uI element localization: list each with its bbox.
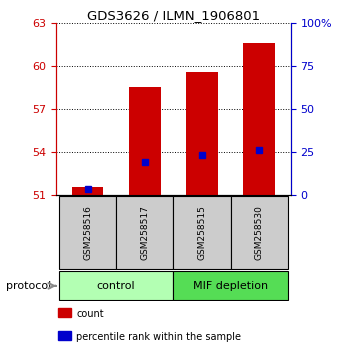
Bar xyxy=(59,272,173,300)
Text: GSM258516: GSM258516 xyxy=(83,205,92,260)
Bar xyxy=(58,331,71,341)
Bar xyxy=(129,87,160,195)
Text: MIF depletion: MIF depletion xyxy=(193,281,268,291)
Text: GSM258515: GSM258515 xyxy=(198,205,206,260)
Text: percentile rank within the sample: percentile rank within the sample xyxy=(76,332,241,342)
Title: GDS3626 / ILMN_1906801: GDS3626 / ILMN_1906801 xyxy=(87,9,260,22)
Text: GSM258517: GSM258517 xyxy=(140,205,149,260)
Bar xyxy=(59,196,116,269)
Bar xyxy=(58,308,71,318)
Bar xyxy=(243,43,275,195)
Text: control: control xyxy=(97,281,136,291)
Text: count: count xyxy=(76,309,104,319)
Text: GSM258530: GSM258530 xyxy=(255,205,264,260)
Bar xyxy=(173,272,288,300)
Bar xyxy=(186,72,218,195)
Bar xyxy=(173,196,231,269)
Bar xyxy=(231,196,288,269)
Text: protocol: protocol xyxy=(6,281,51,291)
Bar xyxy=(72,187,103,195)
Bar xyxy=(116,196,173,269)
